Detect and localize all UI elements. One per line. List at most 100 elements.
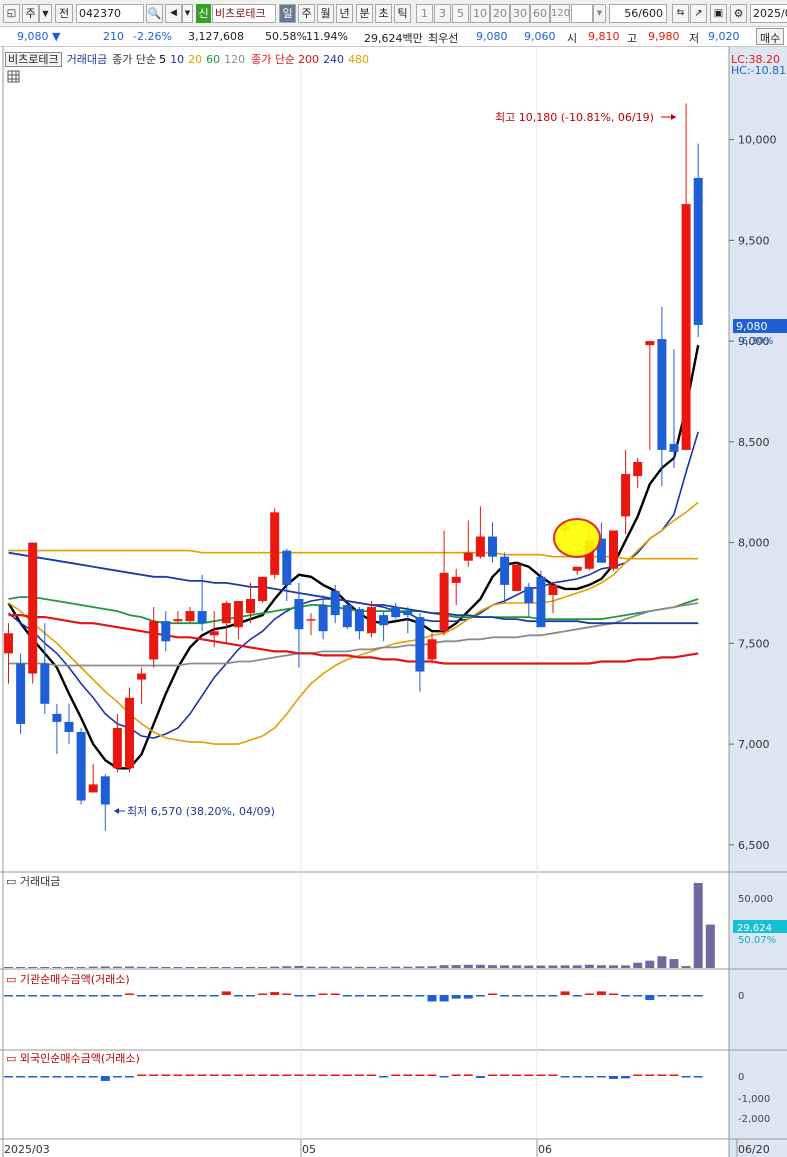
candle-body	[439, 572, 449, 632]
legend-ma200[interactable]: 200	[298, 53, 320, 66]
amount-bar	[633, 962, 643, 968]
institution-bar	[161, 995, 171, 997]
code-input[interactable]: 042370	[76, 4, 144, 23]
foreign-bar	[16, 1076, 26, 1078]
period-second[interactable]: 초	[375, 4, 392, 23]
minute-60[interactable]: 60	[530, 4, 550, 23]
foreign-bar	[475, 1076, 485, 1078]
market-button[interactable]: 주	[22, 4, 39, 23]
foreign-bar	[681, 1076, 691, 1078]
institution-bar	[548, 995, 558, 997]
legend-ma5[interactable]: 5	[159, 53, 167, 66]
candle-body	[572, 566, 582, 571]
amount-bar	[512, 965, 522, 968]
legend-amount[interactable]: 거래대금	[66, 53, 108, 66]
last-price-pct: -6.30%	[738, 336, 773, 347]
institution-bar	[633, 995, 643, 997]
foreign-bar	[270, 1074, 280, 1076]
institution-bar	[100, 995, 110, 997]
speaker-icon[interactable]: ◀	[165, 4, 182, 23]
foreign-bar	[354, 1074, 364, 1076]
minute-10[interactable]: 10	[470, 4, 490, 23]
amount-bar	[330, 966, 340, 968]
foreign-bar	[572, 1076, 582, 1078]
minute-5[interactable]: 5	[452, 4, 469, 23]
period-minute[interactable]: 분	[356, 4, 373, 23]
data-table-icon[interactable]	[7, 70, 20, 83]
institution-bar	[379, 995, 389, 997]
legend-ma240[interactable]: 240	[323, 53, 345, 66]
legend-ma20[interactable]: 20	[188, 53, 203, 66]
amount-tick-50000: 50,000	[738, 894, 773, 905]
minute-dropdown-icon[interactable]: ▼	[593, 4, 606, 23]
amount-bar	[52, 966, 62, 968]
hc-label: HC:-10.81	[731, 64, 786, 77]
foreign-bar	[548, 1074, 558, 1076]
candle-body	[427, 639, 437, 660]
price-tick-8500: 8,500	[738, 436, 770, 449]
change-percent: -2.26%	[133, 30, 172, 43]
legend-ma120[interactable]: 120	[224, 53, 246, 66]
minute-20[interactable]: 20	[490, 4, 510, 23]
candle-body	[112, 727, 122, 769]
candle-body	[633, 461, 643, 477]
amount-bar	[572, 965, 582, 968]
minute-3[interactable]: 3	[434, 4, 451, 23]
zoom-icon[interactable]: ⇆	[672, 4, 689, 23]
period-day[interactable]: 일	[279, 4, 296, 23]
open-label: 시	[567, 32, 578, 45]
institution-bar	[572, 995, 582, 997]
minute-custom-input[interactable]	[571, 4, 593, 23]
foreign-bar	[125, 1076, 134, 1078]
foreign-bar	[512, 1074, 522, 1076]
date-input[interactable]: 2025/0	[750, 4, 787, 23]
candle-body	[258, 576, 268, 602]
period-week[interactable]: 주	[298, 4, 315, 23]
speaker-dropdown-icon[interactable]: ▼	[182, 4, 193, 23]
amount-bar	[294, 965, 304, 968]
search-icon[interactable]: 🔍	[146, 4, 163, 23]
minute-30[interactable]: 30	[510, 4, 530, 23]
candle-body	[16, 663, 26, 724]
amount-bar	[463, 964, 473, 968]
save-icon[interactable]: ▣	[710, 4, 727, 23]
legend-ma10[interactable]: 10	[170, 53, 185, 66]
foreign-bar	[669, 1074, 679, 1076]
candle-body	[137, 673, 147, 680]
candle-body	[354, 609, 364, 632]
period-tick[interactable]: 틱	[394, 4, 411, 23]
amount-bar	[609, 965, 618, 968]
buy-button[interactable]: 매수	[756, 28, 785, 45]
legend-ma60[interactable]: 60	[206, 53, 221, 66]
institution-bar	[64, 995, 74, 997]
period-month[interactable]: 월	[317, 4, 334, 23]
bid-price: 9,060	[524, 30, 556, 43]
amount-bar	[693, 882, 703, 968]
volume-ratio: 50.58%	[265, 30, 307, 43]
foreign-bar	[403, 1074, 413, 1076]
candle-body	[657, 339, 667, 450]
period-year[interactable]: 년	[336, 4, 353, 23]
high-label: 고	[627, 32, 638, 45]
institution-bar	[681, 995, 691, 997]
gear-icon[interactable]: ⚙	[730, 4, 747, 23]
institution-bar	[209, 995, 219, 997]
ma-5-line	[7, 344, 700, 770]
institution-bar	[584, 993, 594, 995]
foreign-bar	[282, 1074, 292, 1076]
layout-icon[interactable]: ◱	[3, 4, 20, 23]
price-axis	[729, 47, 787, 1157]
market-dropdown-icon[interactable]: ▼	[39, 4, 52, 23]
legend-ma480[interactable]: 480	[348, 53, 370, 66]
amount-bar	[28, 967, 38, 968]
legend-stock-name[interactable]: 비츠로테크	[5, 52, 62, 67]
candle-body	[161, 621, 171, 642]
draw-icon[interactable]: ↗	[690, 4, 707, 23]
candle-body	[367, 607, 376, 634]
count-input[interactable]: 56/600	[609, 4, 667, 23]
foreign-bar	[633, 1074, 643, 1076]
candle-body	[596, 538, 606, 563]
minute-1[interactable]: 1	[416, 4, 433, 23]
prev-button[interactable]: 전	[55, 4, 73, 23]
minute-120[interactable]: 120	[550, 4, 570, 23]
